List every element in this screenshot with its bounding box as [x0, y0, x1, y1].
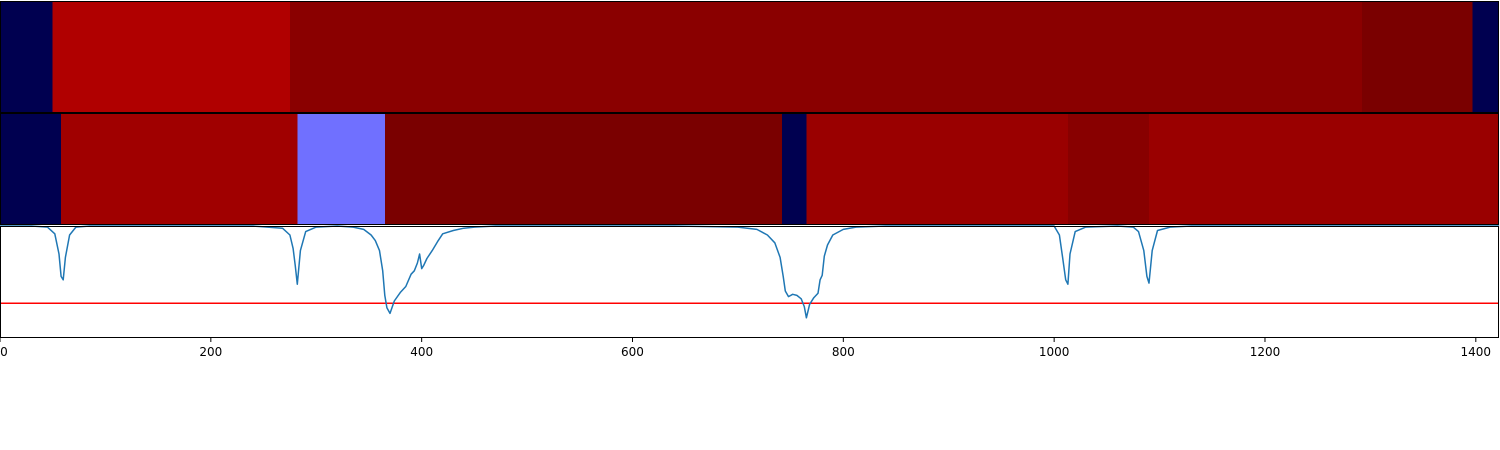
x-axis: 0 200 400 600 800 1000 1200 1400	[0, 338, 1491, 359]
segment-row-2-segment-3	[297, 113, 385, 225]
line-panel-background	[0, 226, 1499, 338]
segment-row-1-segment-1	[0, 1, 53, 113]
x-tick-label-600: 600	[621, 345, 644, 359]
segment-row-2-segment-8	[1149, 113, 1499, 225]
segment-row-1-segment-5	[1472, 1, 1499, 113]
segment-rows	[0, 1, 1499, 225]
x-tick-label-0: 0	[0, 345, 8, 359]
segment-row-2-frame	[0, 113, 1499, 225]
segment-row-1-segment-3	[289, 1, 1362, 113]
segment-row-1	[0, 1, 1499, 113]
x-tick-label-200: 200	[199, 345, 222, 359]
segment-row-1-segment-4	[1361, 1, 1473, 113]
segment-row-2-segment-4	[384, 113, 783, 225]
line-panel	[0, 225, 1499, 338]
segment-row-1-segment-2	[52, 1, 290, 113]
segment-row-1-frame	[0, 1, 1499, 113]
segment-row-2-segment-5	[782, 113, 807, 225]
x-tick-label-400: 400	[410, 345, 433, 359]
segment-row-2-segment-7	[1067, 113, 1150, 225]
x-tick-label-1400: 1400	[1461, 345, 1492, 359]
segment-row-2-segment-1	[0, 113, 62, 225]
line-panel-frame	[0, 226, 1499, 338]
segment-row-2	[0, 113, 1499, 225]
segment-row-2-segment-2	[61, 113, 298, 225]
x-tick-label-800: 800	[832, 345, 855, 359]
x-tick-label-1200: 1200	[1250, 345, 1281, 359]
segment-row-2-segment-6	[806, 113, 1068, 225]
x-tick-label-1000: 1000	[1039, 345, 1070, 359]
